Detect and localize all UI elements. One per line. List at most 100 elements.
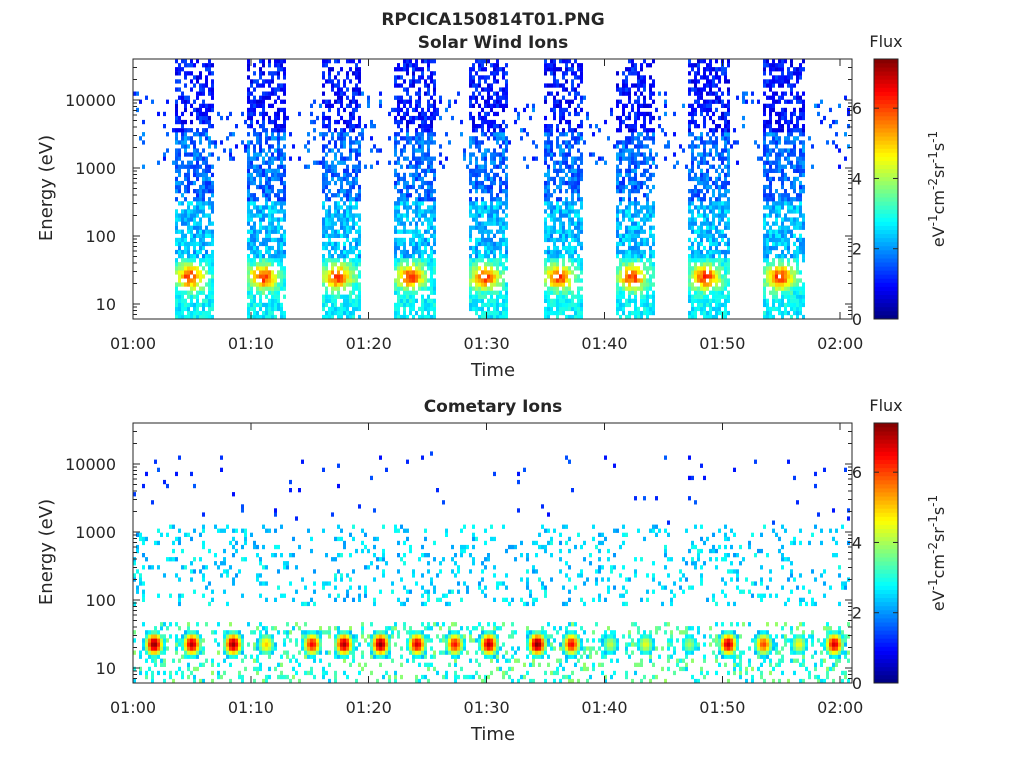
colorbar-segment bbox=[874, 443, 898, 448]
colorbar-segment bbox=[874, 63, 898, 68]
colorbar-segment bbox=[874, 67, 898, 72]
x-tick-label: 01:40 bbox=[581, 334, 627, 353]
panel-2-xlabel: Time bbox=[470, 724, 515, 745]
colorbar-segment bbox=[874, 79, 898, 84]
colorbar-segment bbox=[874, 561, 898, 566]
colorbar-segment bbox=[874, 266, 898, 271]
colorbar-segment bbox=[874, 467, 898, 473]
y-tick-label: 10000 bbox=[65, 91, 116, 110]
colorbar-segment bbox=[874, 258, 898, 263]
x-tick-label: 01:00 bbox=[110, 698, 156, 717]
colorbar-segment bbox=[874, 439, 898, 444]
colorbar-segment bbox=[874, 132, 898, 137]
colorbar-segment bbox=[874, 504, 898, 509]
colorbar-segment bbox=[874, 136, 898, 141]
colorbar-segment bbox=[874, 581, 898, 586]
colorbar-segment bbox=[874, 483, 898, 489]
colorbar-segment bbox=[874, 455, 898, 460]
plot-frame bbox=[132, 58, 853, 320]
colorbar-segment bbox=[874, 492, 898, 497]
colorbar-segment bbox=[874, 642, 898, 647]
colorbar-segment bbox=[874, 516, 898, 521]
colorbar-segment bbox=[874, 601, 898, 607]
colorbar-segment bbox=[874, 201, 898, 206]
colorbar-segment bbox=[874, 144, 898, 149]
colorbar-segment bbox=[874, 520, 898, 525]
colorbar-frame bbox=[873, 58, 899, 320]
colorbar-segment bbox=[874, 451, 898, 456]
cometary-panel: Cometary Ions 01:00 01:10 01:20 01:30 01:40 0… bbox=[36, 396, 948, 745]
colorbar-segment bbox=[874, 622, 898, 627]
colorbar-segment bbox=[874, 427, 898, 432]
solar-wind-colorbar: 0 2 4 6 Flux eV-1cm-2sr-1s-1 bbox=[852, 32, 948, 329]
colorbar-segment bbox=[874, 536, 898, 542]
x-tick-label: 01:30 bbox=[464, 334, 510, 353]
colorbar-segment bbox=[874, 193, 898, 198]
colorbar-segment bbox=[874, 249, 898, 255]
colorbar-segment bbox=[874, 124, 898, 129]
colorbar-segment bbox=[874, 87, 898, 92]
colorbar-segment bbox=[874, 597, 898, 603]
colorbar-segment bbox=[874, 630, 898, 635]
colorbar-segment bbox=[874, 241, 898, 247]
x-tick-label: 01:20 bbox=[346, 334, 392, 353]
colorbar-tick-label: 4 bbox=[852, 533, 862, 552]
colorbar-segment bbox=[874, 666, 898, 672]
colorbar-segment bbox=[874, 618, 898, 623]
colorbar-segment bbox=[874, 59, 898, 64]
colorbar-segment bbox=[874, 488, 898, 493]
colorbar-segment bbox=[874, 593, 898, 599]
colorbar-segment bbox=[874, 662, 898, 668]
colorbar-segment bbox=[874, 589, 898, 595]
figure-title: RPCICA150814T01.PNG bbox=[381, 10, 604, 30]
panel-1-xlabel: Time bbox=[470, 360, 515, 381]
colorbar-segment bbox=[874, 463, 898, 469]
colorbar-segment bbox=[874, 577, 898, 582]
colorbar-segment bbox=[874, 540, 898, 546]
colorbar-segment bbox=[874, 532, 898, 538]
colorbar-segment bbox=[874, 83, 898, 88]
colorbar-segment bbox=[874, 553, 898, 558]
colorbar-segment bbox=[874, 225, 898, 231]
colorbar-segment bbox=[874, 172, 898, 178]
colorbar-segment bbox=[874, 229, 898, 235]
colorbar-segment bbox=[874, 310, 898, 316]
x-tick-label: 02:00 bbox=[817, 698, 863, 717]
colorbar-segment bbox=[874, 512, 898, 517]
colorbar-segment bbox=[874, 471, 898, 477]
x-tick-label: 01:10 bbox=[228, 334, 274, 353]
colorbar-segment bbox=[874, 298, 898, 304]
colorbar-segment bbox=[874, 286, 898, 291]
colorbar-segment bbox=[874, 213, 898, 218]
solar-wind-heatmap bbox=[133, 59, 850, 320]
colorbar-segment bbox=[874, 103, 898, 109]
colorbar-segment bbox=[874, 270, 898, 275]
colorbar-segment bbox=[874, 548, 898, 554]
colorbar-segment bbox=[874, 528, 898, 534]
colorbar-segment bbox=[874, 217, 898, 222]
solar-wind-panel: Solar Wind Ions 01:00 01:10 01:20 01:30 01:4… bbox=[36, 32, 948, 381]
colorbar-title: Flux bbox=[869, 32, 902, 51]
colorbar-segment bbox=[874, 245, 898, 251]
colorbar-segment bbox=[874, 205, 898, 210]
colorbar-segment bbox=[874, 71, 898, 76]
y-tick-label: 100 bbox=[85, 227, 116, 246]
colorbar-tick-label: 6 bbox=[852, 99, 862, 118]
colorbar-segment bbox=[874, 189, 898, 194]
colorbar-segment bbox=[874, 128, 898, 133]
x-tick-label: 01:50 bbox=[699, 334, 745, 353]
colorbar-segment bbox=[874, 674, 898, 680]
colorbar-segment bbox=[874, 423, 898, 428]
x-tick-label: 01:10 bbox=[228, 698, 274, 717]
colorbar-tick-label: 0 bbox=[852, 310, 862, 329]
colorbar-segment bbox=[874, 524, 898, 530]
y-tick-label: 10 bbox=[96, 295, 116, 314]
panel-2-ylabel: Energy (eV) bbox=[36, 499, 57, 605]
colorbar-segment bbox=[874, 573, 898, 578]
cometary-colorbar: 0 2 4 6 Flux eV-1cm-2sr-1s-1 bbox=[852, 396, 948, 693]
panel-2-title: Cometary Ions bbox=[424, 397, 563, 417]
x-tick-label: 02:00 bbox=[817, 334, 863, 353]
colorbar-tick-label: 4 bbox=[852, 169, 862, 188]
colorbar-segment bbox=[874, 184, 898, 190]
